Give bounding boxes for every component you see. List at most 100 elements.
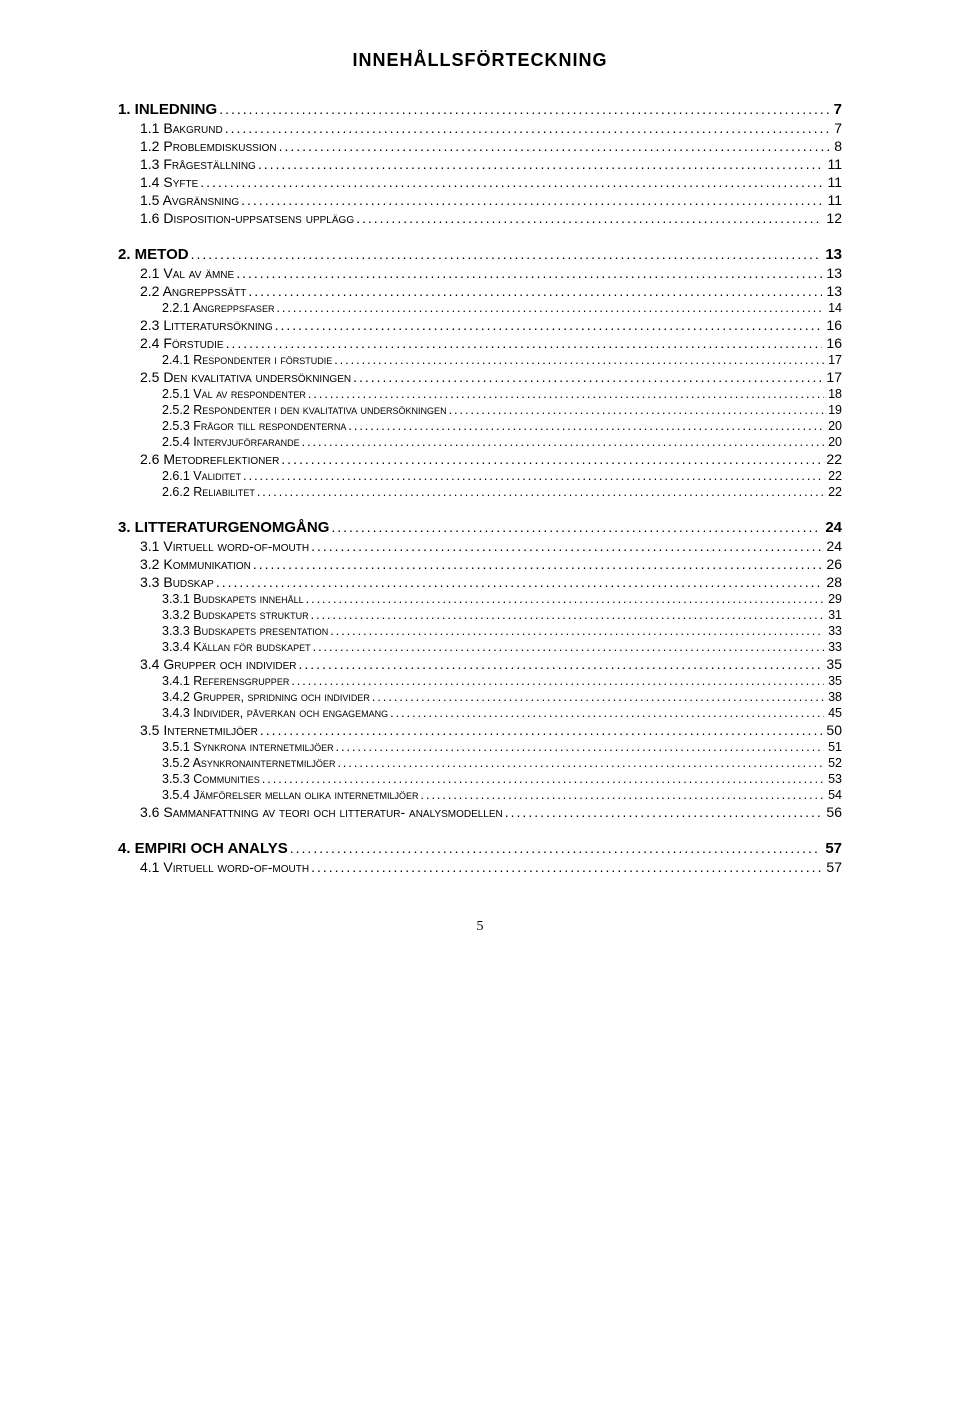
toc-leader-dots: ........................................… [503,804,823,820]
toc-entry-label: 2.6 Metodreflektioner [140,451,279,467]
toc-entry: 3.3.3 Budskapets presentation...........… [118,624,842,638]
toc-entry: 2.5.4 Intervjuförfarande................… [118,435,842,449]
toc-entry-page: 26 [822,556,842,572]
toc-entry-label: 2.1 Val av ämne [140,265,234,281]
toc-entry: 2.5 Den kvalitativa undersökningen......… [118,369,842,385]
toc-leader-dots: ........................................… [335,756,824,770]
toc-entry-label: 2.5.3 Frågor till respondenterna [162,419,346,433]
toc-entry: 3.4.2 Grupper, spridning och individer..… [118,690,842,704]
toc-entry-page: 35 [824,674,842,688]
toc-leader-dots: ........................................… [332,353,824,367]
toc-entry-page: 8 [830,138,842,154]
toc-entry: 2.5.2 Respondenter i den kvalitativa und… [118,403,842,417]
toc-entry: 3. LITTERATURGENOMGÅNG..................… [118,519,842,536]
toc-entry: 3.1 Virtuell word-of-mouth..............… [118,538,842,554]
toc-entry-page: 33 [824,640,842,654]
toc-leader-dots: ........................................… [447,403,825,417]
toc-entry: 3.5 Internetmiljöer.....................… [118,722,842,738]
toc-entry-label: 3.5.4 Jämförelser mellan olika internetm… [162,788,419,802]
toc-leader-dots: ........................................… [309,859,822,875]
toc-leader-dots: ........................................… [234,265,822,281]
toc-entry-label: 3.3.2 Budskapets struktur [162,608,309,622]
toc-entry-label: 1.5 Avgränsning [140,192,239,208]
toc-leader-dots: ........................................… [255,485,824,499]
toc-entry-page: 18 [824,387,842,401]
toc-entry-page: 54 [824,788,842,802]
toc-leader-dots: ........................................… [279,451,822,467]
toc-entry-label: 2. METOD [118,246,189,263]
toc-entry-label: 1.2 Problemdiskussion [140,138,277,154]
toc-leader-dots: ........................................… [214,574,823,590]
toc-entry-page: 24 [822,538,842,554]
toc-entry-page: 28 [822,574,842,590]
toc-entry-label: 2.2 Angreppssätt [140,283,246,299]
toc-entry: 3.5.4 Jämförelser mellan olika internetm… [118,788,842,802]
toc-leader-dots: ........................................… [300,435,825,449]
toc-leader-dots: ........................................… [223,120,831,136]
toc-entry-page: 45 [824,706,842,720]
toc-entry-label: 1.1 Bakgrund [140,120,223,136]
toc-entry: 1. INLEDNING............................… [118,101,842,118]
toc-leader-dots: ........................................… [351,369,822,385]
toc-entry-page: 53 [824,772,842,786]
toc-leader-dots: ........................................… [198,174,823,190]
toc-entry-label: 3. LITTERATURGENOMGÅNG [118,519,329,536]
toc-entry-label: 2.6.2 Reliabilitet [162,485,255,499]
toc-entry-page: 13 [822,265,842,281]
toc-leader-dots: ........................................… [419,788,825,802]
toc-entry-page: 57 [821,840,842,857]
toc-entry: 3.3.1 Budskapets innehåll...............… [118,592,842,606]
toc-entry-label: 3.4 Grupper och individer [140,656,296,672]
toc-entry: 3.5.2 Asynkronainternetmiljöer..........… [118,756,842,770]
toc-entry-page: 13 [822,283,842,299]
toc-entry-label: 2.4.1 Respondenter i förstudie [162,353,332,367]
toc-entry-label: 3.1 Virtuell word-of-mouth [140,538,309,554]
toc-leader-dots: ........................................… [289,674,824,688]
toc-leader-dots: ........................................… [224,335,823,351]
toc-leader-dots: ........................................… [296,656,822,672]
toc-entry: 1.5 Avgränsning.........................… [118,192,842,208]
toc-entry-label: 2.5 Den kvalitativa undersökningen [140,369,351,385]
toc-leader-dots: ........................................… [354,210,822,226]
toc-leader-dots: ........................................… [273,317,823,333]
toc-entry-label: 1.4 Syfte [140,174,198,190]
toc-entry-page: 20 [824,419,842,433]
toc-entry: 2.6.1 Validitet.........................… [118,469,842,483]
toc-entry-page: 17 [824,353,842,367]
toc-entry: 1.1 Bakgrund............................… [118,120,842,136]
toc-entry-page: 14 [824,301,842,315]
toc-entry: 1.4 Syfte...............................… [118,174,842,190]
toc-entry-label: 3.5 Internetmiljöer [140,722,258,738]
toc-entry: 3.3 Budskap.............................… [118,574,842,590]
toc-leader-dots: ........................................… [309,608,824,622]
toc-entry: 2.6.2 Reliabilitet......................… [118,485,842,499]
toc-entry-page: 24 [821,519,842,536]
toc-leader-dots: ........................................… [241,469,824,483]
toc-leader-dots: ........................................… [239,192,823,208]
toc-entry-label: 2.5.2 Respondenter i den kvalitativa und… [162,403,447,417]
toc-entry: 3.2 Kommunikation.......................… [118,556,842,572]
toc-leader-dots: ........................................… [309,538,822,554]
document-title: INNEHÅLLSFÖRTECKNING [118,50,842,71]
toc-entry-page: 50 [822,722,842,738]
toc-entry-page: 22 [824,485,842,499]
toc-leader-dots: ........................................… [251,556,823,572]
toc-entry-page: 19 [824,403,842,417]
toc-entry-page: 20 [824,435,842,449]
toc-leader-dots: ........................................… [304,592,824,606]
toc-leader-dots: ........................................… [189,246,822,262]
toc-leader-dots: ........................................… [328,624,824,638]
toc-entry: 3.3.2 Budskapets struktur...............… [118,608,842,622]
toc-entry: 2.1 Val av ämne.........................… [118,265,842,281]
toc-entry-page: 52 [824,756,842,770]
toc-entry-page: 22 [822,451,842,467]
toc-entry-label: 4. EMPIRI OCH ANALYS [118,840,288,857]
toc-leader-dots: ........................................… [246,283,822,299]
toc-entry-page: 11 [823,156,842,172]
toc-entry: 3.5.1 Synkrona internetmiljöer..........… [118,740,842,754]
toc-leader-dots: ........................................… [260,772,824,786]
toc-leader-dots: ........................................… [329,519,821,535]
toc-entry: 2. METOD................................… [118,246,842,263]
toc-leader-dots: ........................................… [277,138,831,154]
toc-entry-page: 51 [824,740,842,754]
